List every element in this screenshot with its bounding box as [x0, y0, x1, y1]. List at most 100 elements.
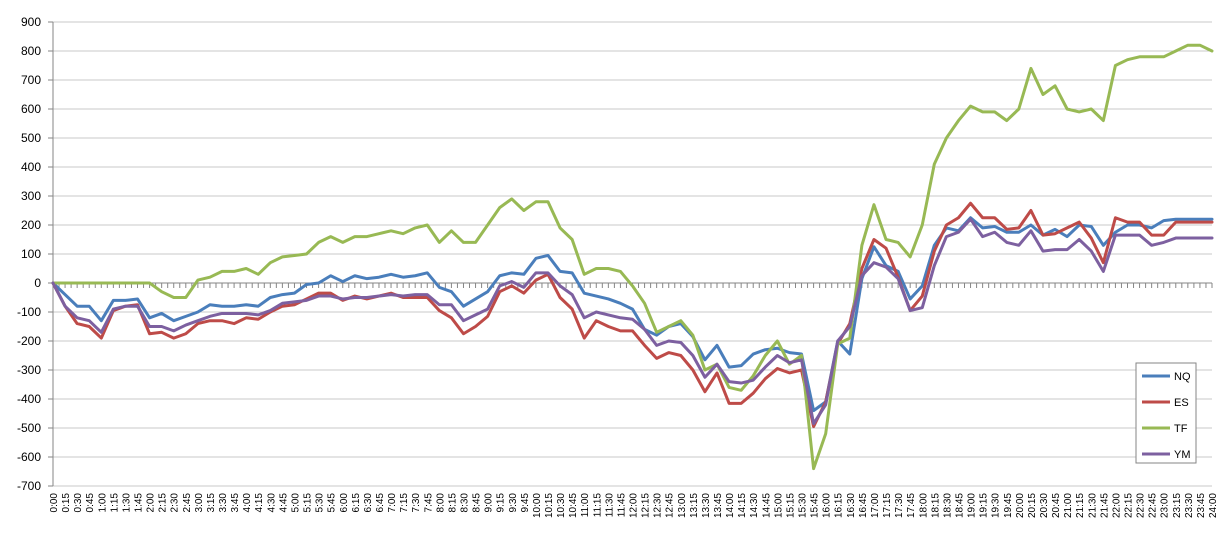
x-tick-label: 7:45 — [423, 493, 434, 513]
series-line-es — [51, 201, 1214, 429]
x-tick-label: 22:45 — [1148, 493, 1159, 518]
x-tick-label: 23:30 — [1184, 493, 1195, 518]
x-tick-label: 18:00 — [918, 493, 929, 518]
y-tick-label: -400 — [17, 392, 41, 406]
x-tick-label: 9:45 — [520, 493, 531, 513]
x-tick-label: 19:30 — [991, 493, 1002, 518]
x-tick-label: 20:00 — [1015, 493, 1026, 518]
x-tick-label: 14:45 — [761, 493, 772, 518]
x-tick-label: 8:15 — [447, 493, 458, 513]
y-tick-label: -500 — [17, 421, 41, 435]
x-tick-label: 15:30 — [798, 493, 809, 518]
x-tick-label: 17:45 — [906, 493, 917, 518]
x-tick-label: 18:30 — [942, 493, 953, 518]
x-tick-label: 0:00 — [49, 493, 60, 513]
x-tick-label: 12:00 — [629, 493, 640, 518]
x-tick-label: 22:00 — [1111, 493, 1122, 518]
x-tick-label: 5:45 — [327, 493, 338, 513]
x-tick-label: 2:30 — [170, 493, 181, 513]
x-tick-label: 21:45 — [1099, 493, 1110, 518]
x-tick-label: 20:15 — [1027, 493, 1038, 518]
x-tick-label: 4:15 — [254, 493, 265, 513]
x-tick-label: 20:30 — [1039, 493, 1050, 518]
y-tick-label: 400 — [21, 160, 41, 174]
x-tick-label: 0:15 — [61, 493, 72, 513]
series-line-tf — [51, 43, 1214, 471]
x-tick-label: 8:30 — [459, 493, 470, 513]
x-tick-label: 19:45 — [1003, 493, 1014, 518]
x-tick-label: 17:00 — [870, 493, 881, 518]
x-tick-label: 22:15 — [1123, 493, 1134, 518]
x-tick-label: 15:45 — [810, 493, 821, 518]
x-tick-label: 1:00 — [97, 493, 108, 513]
x-tick-label: 4:00 — [242, 493, 253, 513]
x-tick-label: 21:30 — [1087, 493, 1098, 518]
x-tick-label: 2:45 — [182, 493, 193, 513]
series-line-ym — [51, 217, 1214, 426]
legend-label-tf: TF — [1174, 423, 1188, 435]
x-tick-label: 8:45 — [472, 493, 483, 513]
x-tick-label: 15:00 — [773, 493, 784, 518]
x-tick-label: 19:00 — [967, 493, 978, 518]
x-tick-label: 23:15 — [1172, 493, 1183, 518]
x-tick-label: 7:30 — [411, 493, 422, 513]
x-tick-label: 15:15 — [785, 493, 796, 518]
x-tick-label: 10:15 — [544, 493, 555, 518]
y-tick-label: -300 — [17, 363, 41, 377]
y-tick-label: 100 — [21, 247, 41, 261]
legend-label-es: ES — [1174, 397, 1189, 409]
x-tick-label: 5:30 — [315, 493, 326, 513]
legend-label-nq: NQ — [1174, 371, 1191, 383]
x-tick-label: 0:45 — [85, 493, 96, 513]
legend: NQ ES TF YM — [1135, 362, 1197, 464]
y-tick-label: 700 — [21, 73, 41, 87]
x-axis-ticks: 0:00 0:15 0:30 0:45 1:00 1:15 1:30 1:45 2:00 2:15… — [49, 493, 1219, 518]
x-tick-label: 16:45 — [858, 493, 869, 518]
x-tick-label: 21:00 — [1063, 493, 1074, 518]
y-axis-ticks: -700 -600 -500 -400 -300 -200 -100 0 100 200 300 40… — [17, 15, 41, 493]
axes — [48, 21, 1213, 487]
x-tick-label: 18:15 — [930, 493, 941, 518]
x-tick-label: 6:00 — [339, 493, 350, 513]
legend-label-ym: YM — [1174, 449, 1191, 461]
x-tick-label: 16:00 — [822, 493, 833, 518]
x-tick-label: 14:00 — [725, 493, 736, 518]
y-tick-label: 800 — [21, 44, 41, 58]
x-tick-label: 19:15 — [979, 493, 990, 518]
x-tick-label: 7:15 — [399, 493, 410, 513]
x-tick-label: 12:45 — [665, 493, 676, 518]
x-tick-label: 6:45 — [375, 493, 386, 513]
x-tick-label: 12:15 — [641, 493, 652, 518]
y-tick-label: 0 — [34, 276, 41, 290]
x-tick-label: 21:15 — [1075, 493, 1086, 518]
x-tick-label: 4:45 — [278, 493, 289, 513]
gridlines — [53, 21, 1212, 487]
x-tick-label: 9:15 — [496, 493, 507, 513]
y-tick-label: -200 — [17, 334, 41, 348]
x-tick-label: 10:45 — [568, 493, 579, 518]
x-tick-label: 9:00 — [484, 493, 495, 513]
x-tick-label: 23:00 — [1160, 493, 1171, 518]
x-tick-label: 6:15 — [351, 493, 362, 513]
y-tick-label: 900 — [21, 15, 41, 29]
x-tick-label: 13:45 — [713, 493, 724, 518]
x-tick-label: 16:30 — [846, 493, 857, 518]
x-tick-label: 6:30 — [363, 493, 374, 513]
x-tick-label: 1:45 — [134, 493, 145, 513]
x-tick-label: 11:00 — [580, 493, 591, 518]
x-tick-label: 22:30 — [1136, 493, 1147, 518]
series-lines — [51, 43, 1214, 471]
x-tick-label: 12:30 — [653, 493, 664, 518]
x-tick-label: 23:45 — [1196, 493, 1207, 518]
x-tick-label: 11:45 — [616, 493, 627, 518]
series-line-nq — [51, 216, 1214, 413]
x-tick-label: 14:15 — [737, 493, 748, 518]
x-tick-label: 3:30 — [218, 493, 229, 513]
x-tick-label: 5:00 — [290, 493, 301, 513]
x-tick-label: 20:45 — [1051, 493, 1062, 518]
x-tick-label: 5:15 — [303, 493, 314, 513]
x-tick-label: 24:00 — [1208, 493, 1219, 518]
x-tick-label: 7:00 — [387, 493, 398, 513]
